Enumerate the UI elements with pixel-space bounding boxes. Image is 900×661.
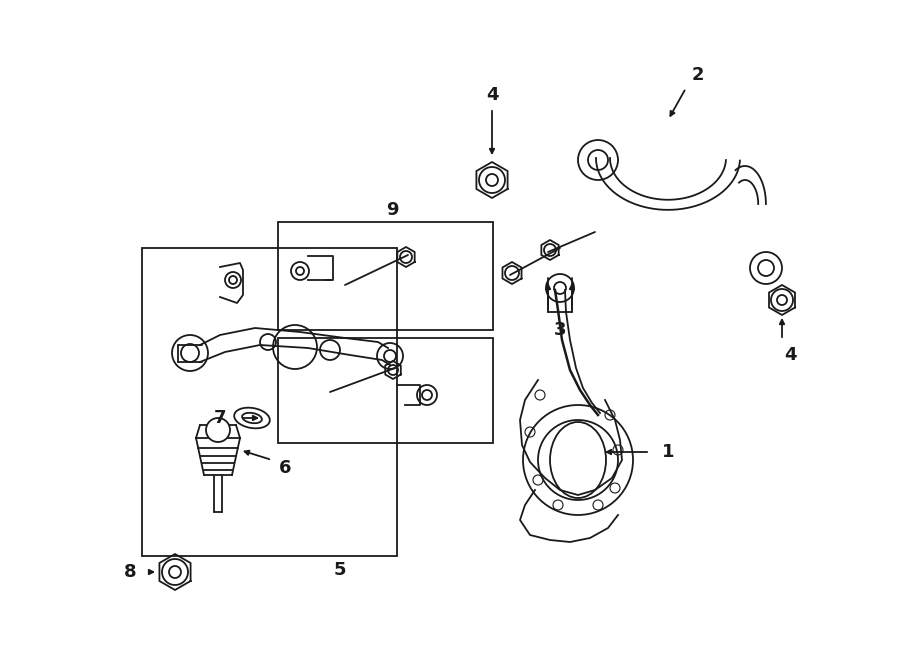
Text: 6: 6 xyxy=(279,459,292,477)
Text: 4: 4 xyxy=(784,346,796,364)
Text: 9: 9 xyxy=(386,201,398,219)
Bar xyxy=(278,222,493,330)
Text: 2: 2 xyxy=(692,66,704,84)
Text: 8: 8 xyxy=(123,563,136,581)
Text: 1: 1 xyxy=(662,443,674,461)
Text: 7: 7 xyxy=(214,409,226,427)
Circle shape xyxy=(206,418,230,442)
Text: 4: 4 xyxy=(486,86,499,104)
Text: 5: 5 xyxy=(334,561,346,579)
Bar xyxy=(278,338,493,443)
Text: 3: 3 xyxy=(554,321,566,339)
Bar xyxy=(142,248,397,556)
